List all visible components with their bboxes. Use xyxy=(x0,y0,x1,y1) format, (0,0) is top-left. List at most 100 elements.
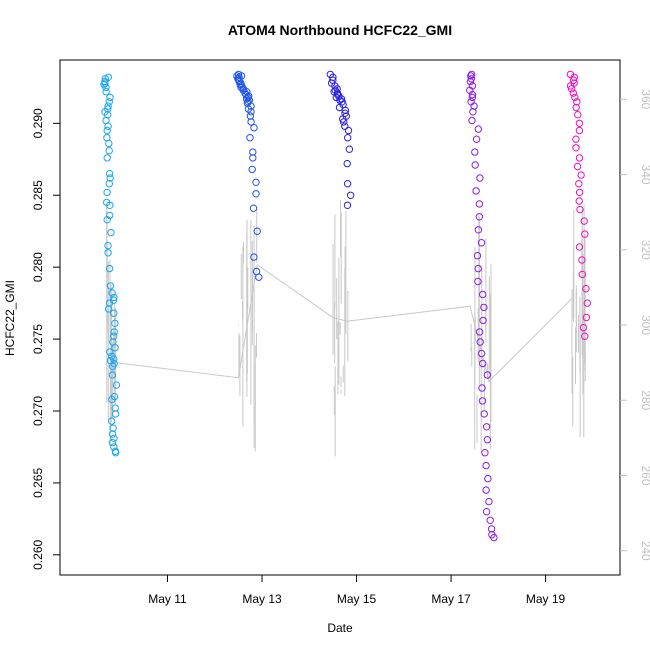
data-point xyxy=(108,438,117,447)
data-point xyxy=(480,303,488,312)
y-tick-label: 0.265 xyxy=(31,468,45,498)
data-point xyxy=(346,191,355,200)
data-point xyxy=(570,73,578,82)
data-point xyxy=(249,154,257,162)
data-point xyxy=(477,349,486,358)
data-point xyxy=(572,103,580,112)
y-tick-label: 0.290 xyxy=(31,108,45,138)
x-tick-label: May 15 xyxy=(337,592,377,606)
data-point xyxy=(579,323,588,332)
data-point xyxy=(246,134,254,142)
data-point xyxy=(575,197,583,205)
data-point xyxy=(345,145,354,153)
y-tick-label: 0.260 xyxy=(31,539,45,569)
data-point xyxy=(574,111,582,119)
data-point xyxy=(104,305,113,313)
x-axis: May 11 May 13 May 15 May 17 May 19 xyxy=(148,575,566,606)
data-point xyxy=(572,135,580,143)
data-point xyxy=(250,124,258,132)
data-point xyxy=(108,430,117,438)
data-point xyxy=(468,116,476,125)
y-axis-right: 240 260 280 300 320 340 360 xyxy=(620,89,650,561)
data-point xyxy=(572,144,580,152)
data-point xyxy=(484,474,492,483)
data-point xyxy=(105,264,114,273)
x-tick-label: May 17 xyxy=(431,592,471,606)
data-point xyxy=(104,241,112,250)
data-point xyxy=(482,461,490,470)
data-point xyxy=(477,239,486,247)
y2-tick-label: 320 xyxy=(639,240,650,260)
data-point xyxy=(480,410,488,418)
data-point xyxy=(343,159,351,168)
data-point xyxy=(249,148,257,156)
data-point xyxy=(469,108,477,116)
data-point xyxy=(255,273,263,281)
data-point xyxy=(341,106,350,115)
data-point xyxy=(468,70,476,79)
x-tick-label: May 19 xyxy=(526,592,566,606)
data-point xyxy=(106,282,115,290)
data-point xyxy=(479,359,487,368)
data-point xyxy=(106,211,114,220)
data-point xyxy=(108,395,116,404)
data-point xyxy=(468,90,477,99)
y-tick-label: 0.285 xyxy=(31,180,45,210)
data-point xyxy=(473,252,482,260)
data-point xyxy=(571,93,579,102)
data-point xyxy=(104,249,112,257)
data-point xyxy=(567,85,576,93)
data-point xyxy=(247,108,255,116)
data-point xyxy=(478,384,486,392)
scatter-points-layer xyxy=(100,70,591,542)
y-axis-left: 0.260 0.265 0.270 0.275 0.280 0.285 0.290 xyxy=(31,108,60,570)
x-tick-label: May 13 xyxy=(242,592,282,606)
data-point xyxy=(466,77,475,86)
data-point xyxy=(487,525,496,533)
data-point xyxy=(476,174,484,182)
data-point xyxy=(475,200,484,208)
data-point xyxy=(108,289,116,297)
data-point xyxy=(243,88,251,96)
data-point xyxy=(479,316,487,325)
data-point xyxy=(472,135,481,143)
data-point xyxy=(583,299,591,307)
data-point xyxy=(107,417,116,425)
data-point xyxy=(103,126,111,135)
data-point xyxy=(482,423,491,431)
data-point xyxy=(106,93,114,102)
data-point xyxy=(486,516,494,524)
data-point xyxy=(569,76,578,84)
data-point xyxy=(111,344,119,352)
data-point xyxy=(578,256,586,264)
y-tick-label: 0.275 xyxy=(31,324,45,354)
data-point xyxy=(468,93,477,102)
data-point xyxy=(107,228,115,237)
data-point xyxy=(481,449,489,457)
y2-tick-label: 340 xyxy=(639,165,650,185)
data-point xyxy=(474,277,482,286)
x-axis-label: Date xyxy=(327,621,353,635)
data-point xyxy=(471,161,479,169)
data-point xyxy=(247,118,255,126)
data-point xyxy=(250,253,258,261)
y2-tick-label: 360 xyxy=(639,89,650,109)
data-point xyxy=(103,154,111,162)
data-point xyxy=(476,328,484,336)
data-point xyxy=(483,371,492,379)
data-point xyxy=(472,187,480,195)
data-point xyxy=(109,424,117,432)
data-point xyxy=(105,299,114,307)
data-point xyxy=(112,381,121,389)
data-point xyxy=(474,264,482,273)
data-point xyxy=(479,290,487,299)
data-point xyxy=(575,154,584,162)
data-point xyxy=(106,201,114,210)
data-point xyxy=(253,227,261,235)
x-tick-label: May 11 xyxy=(148,592,187,606)
y2-tick-label: 260 xyxy=(639,465,650,485)
data-point xyxy=(575,119,584,128)
data-point xyxy=(575,180,583,188)
data-point xyxy=(105,170,114,178)
